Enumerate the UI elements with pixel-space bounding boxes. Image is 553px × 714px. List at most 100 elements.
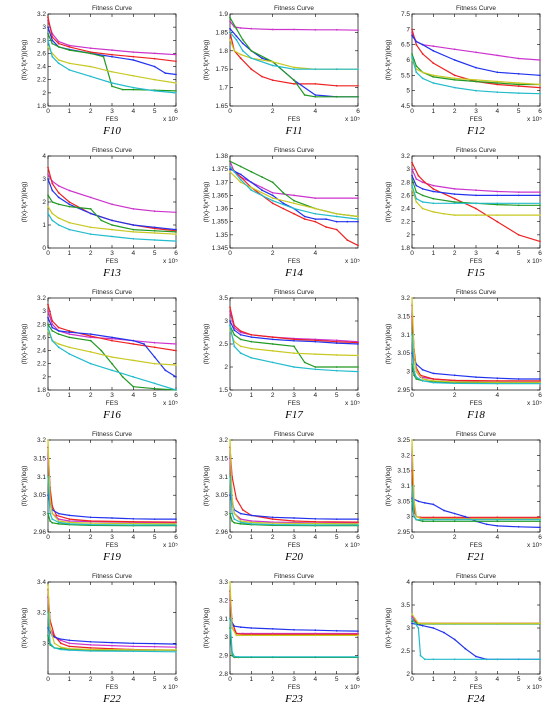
y-tick-label: 1.5 — [219, 387, 228, 394]
series-point-red — [357, 244, 359, 247]
series-point-cyan — [314, 524, 317, 526]
x-tick-label: 2 — [453, 108, 457, 115]
series-point-yellow — [314, 634, 317, 637]
series-point-cyan — [453, 382, 456, 385]
series-point-green — [453, 79, 456, 81]
y-tick-label: 2.4 — [37, 64, 46, 71]
series-point-cyan — [357, 370, 359, 373]
series-point-green — [432, 76, 435, 78]
series-point-yellow — [271, 197, 274, 199]
y-tick-label: 1.9 — [219, 11, 228, 18]
series-point-green — [68, 49, 71, 51]
y-tick-label: 3 — [42, 24, 46, 31]
series-point-cyan — [229, 617, 231, 620]
series-point-yellow — [411, 297, 413, 299]
y-tick-label: 3.05 — [215, 492, 228, 499]
series-point-green — [415, 65, 418, 67]
x-axis-label: FES — [470, 400, 483, 407]
series-point-yellow — [415, 201, 418, 203]
series-point-blue — [175, 643, 177, 645]
y-tick-label: 1.65 — [215, 103, 228, 110]
series-point-yellow — [68, 647, 71, 650]
series-point-yellow — [51, 212, 54, 215]
series-point-blue — [239, 173, 242, 176]
series-point-magenta — [496, 190, 499, 193]
x-tick-label: 1 — [68, 392, 72, 399]
series-point-yellow — [68, 62, 71, 65]
series-point-cyan — [496, 91, 499, 94]
series-point-blue — [539, 74, 541, 77]
series-point-cyan — [539, 202, 541, 205]
series-point-blue — [517, 525, 520, 528]
panel-caption: F22 — [102, 693, 121, 705]
x-tick-label: 1 — [68, 534, 72, 541]
series-point-green — [413, 374, 415, 377]
series-point-cyan — [51, 219, 54, 222]
y-tick-label: 2.96 — [33, 529, 46, 536]
series-point-green — [357, 95, 359, 98]
series-point-magenta — [111, 337, 113, 340]
series-point-yellow — [357, 354, 359, 357]
x-tick-label: 2 — [271, 676, 275, 683]
y-tick-label: 3 — [406, 166, 410, 173]
plot-frame — [229, 439, 359, 533]
series-point-yellow — [51, 512, 54, 515]
series-point-cyan — [415, 197, 418, 200]
series-point-magenta — [293, 194, 295, 197]
series-point-cyan — [411, 617, 413, 620]
x-tick-label: 3 — [110, 534, 114, 541]
series-point-red — [111, 339, 113, 342]
series-point-cyan — [89, 75, 92, 78]
series-point-green — [47, 512, 49, 515]
x-tick-label: 6 — [356, 534, 360, 541]
x-tick-label: 2 — [271, 392, 275, 399]
y-tick-label: 3.2 — [401, 295, 410, 302]
series-point-yellow — [229, 170, 231, 173]
x-tick-label: 3 — [110, 250, 114, 257]
series-point-green — [314, 95, 317, 98]
series-point-cyan — [517, 92, 520, 94]
series-point-yellow — [250, 347, 253, 350]
series-point-red — [51, 182, 54, 185]
series-point-magenta — [68, 44, 71, 47]
series-point-yellow — [421, 207, 424, 210]
series-point-blue — [314, 218, 317, 220]
series-point-red — [496, 220, 499, 223]
plot-frame — [411, 155, 541, 249]
series-point-cyan — [175, 524, 177, 526]
series-point-magenta — [411, 615, 413, 618]
series-point-red — [314, 339, 317, 342]
series-point-cyan — [47, 611, 49, 614]
series-point-green — [517, 204, 520, 207]
series-point-blue — [496, 525, 499, 527]
series-point-yellow — [417, 622, 420, 625]
series-point-blue — [325, 218, 327, 220]
y-tick-label: 2.5 — [401, 648, 410, 655]
x-tick-label: 5 — [153, 108, 157, 115]
series-point-blue — [250, 181, 253, 184]
x-tick-label: 2 — [89, 108, 93, 115]
series-point-magenta — [475, 189, 477, 192]
series-point-cyan — [357, 656, 359, 658]
x-tick-label: 0 — [46, 676, 50, 683]
series-point-yellow — [233, 49, 236, 52]
series-point-red — [175, 349, 177, 352]
y-axis-label: (f(x)-f(x*))(log) — [385, 40, 392, 81]
series-point-yellow — [496, 214, 499, 216]
x-tick-label: 1 — [68, 676, 72, 683]
series-point-blue — [229, 168, 231, 170]
series-point-cyan — [271, 656, 274, 658]
chart-svg: Fitness Curve 4.5 5 5.5 6 6.5 7 7.5 0 1 2 3 4 5 6 FES x … — [385, 5, 542, 137]
series-point-magenta — [496, 54, 499, 57]
x-exponent-label: x 10⁵ — [345, 258, 360, 265]
y-tick-label: 2.6 — [37, 334, 46, 341]
x-tick-label: 2 — [89, 392, 93, 399]
series-point-green — [517, 83, 520, 86]
series-point-blue — [335, 518, 338, 520]
series-point-yellow — [423, 622, 426, 625]
y-axis-label: (f(x)-f(x*))(log) — [203, 324, 210, 365]
chart-svg: Fitness Curve 3 3.2 3.4 0 1 2 3 4 5 6 FES x 10⁵ (f(x)… — [21, 573, 178, 705]
x-tick-label: 6 — [174, 250, 178, 257]
y-tick-label: 3.15 — [397, 313, 410, 320]
series-point-cyan — [153, 239, 156, 241]
